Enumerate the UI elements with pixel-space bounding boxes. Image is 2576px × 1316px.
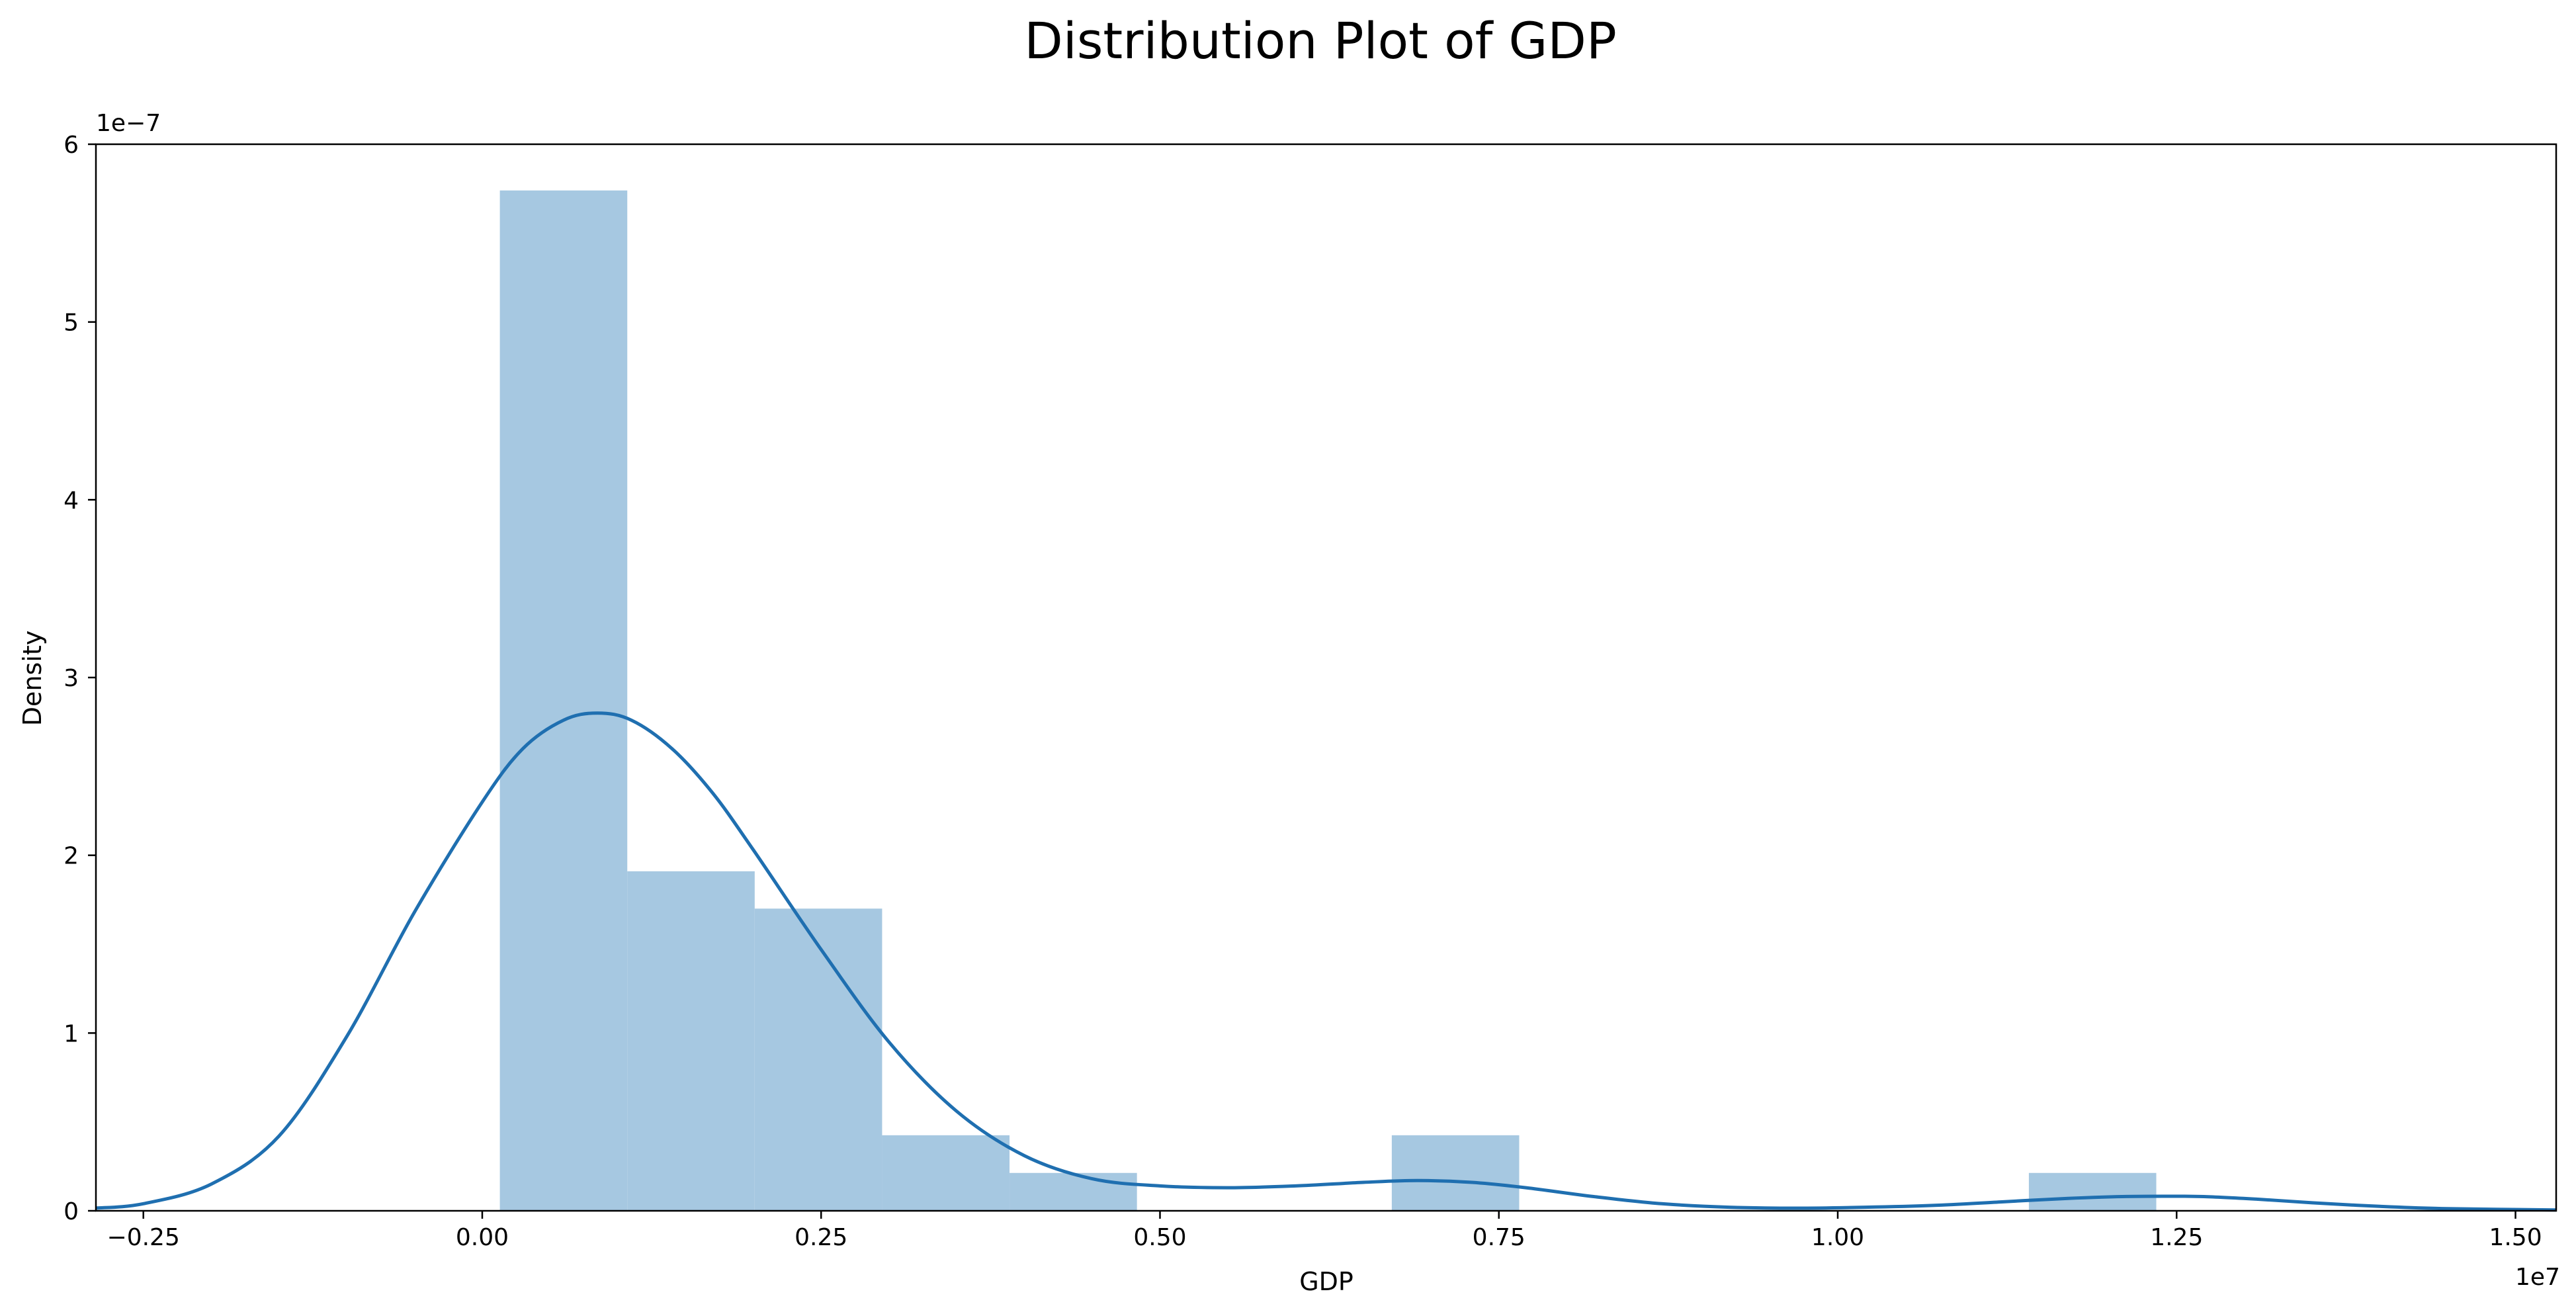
- x-tick-label-7: 1.50: [2489, 1224, 2542, 1251]
- histogram-bar-2: [754, 908, 882, 1211]
- y-tick-label-3: 3: [64, 665, 79, 692]
- x-tick-label-1: 0.00: [456, 1224, 509, 1251]
- y-axis-ticks: 0 1 2 3 4 5 6: [64, 132, 96, 1225]
- y-axis-offset-label: 1e−7: [96, 110, 161, 137]
- histogram-bar-1: [627, 871, 755, 1211]
- x-tick-label-2: 0.25: [794, 1224, 847, 1251]
- histogram-bars: [499, 190, 2157, 1211]
- histogram-bar-0: [499, 190, 628, 1211]
- y-axis-label: Density: [18, 631, 47, 726]
- kde-layer: [95, 711, 2557, 1212]
- histogram-bar-4: [1009, 1172, 1137, 1211]
- x-axis-offset-label: 1e7: [2515, 1264, 2560, 1291]
- y-tick-label-2: 2: [64, 843, 79, 870]
- y-tick-label-0: 0: [64, 1198, 79, 1225]
- chart-title: Distribution Plot of GDP: [1024, 11, 1617, 70]
- kde-curve: [95, 711, 2557, 1212]
- histogram-bar-5: [1391, 1135, 1520, 1211]
- x-axis-ticks: −0.25 0.00 0.25 0.50 0.75 1.00 1.25 1.50: [107, 1211, 2542, 1251]
- y-tick-label-4: 4: [64, 487, 79, 514]
- x-tick-label-6: 1.25: [2150, 1224, 2203, 1251]
- x-tick-label-5: 1.00: [1811, 1224, 1864, 1251]
- y-tick-label-1: 1: [64, 1020, 79, 1047]
- histogram-bar-3: [882, 1135, 1010, 1211]
- y-tick-label-5: 5: [64, 310, 79, 337]
- x-axis-label: GDP: [1299, 1267, 1353, 1296]
- y-tick-label-6: 6: [64, 132, 79, 159]
- x-tick-label-0: −0.25: [107, 1224, 180, 1251]
- histogram-bar-6: [2028, 1172, 2157, 1211]
- x-tick-label-4: 0.75: [1473, 1224, 1525, 1251]
- x-tick-label-3: 0.50: [1133, 1224, 1186, 1251]
